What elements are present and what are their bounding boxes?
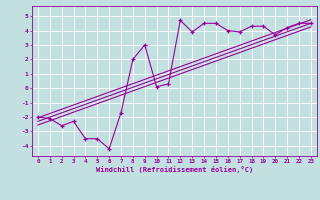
X-axis label: Windchill (Refroidissement éolien,°C): Windchill (Refroidissement éolien,°C) xyxy=(96,166,253,173)
